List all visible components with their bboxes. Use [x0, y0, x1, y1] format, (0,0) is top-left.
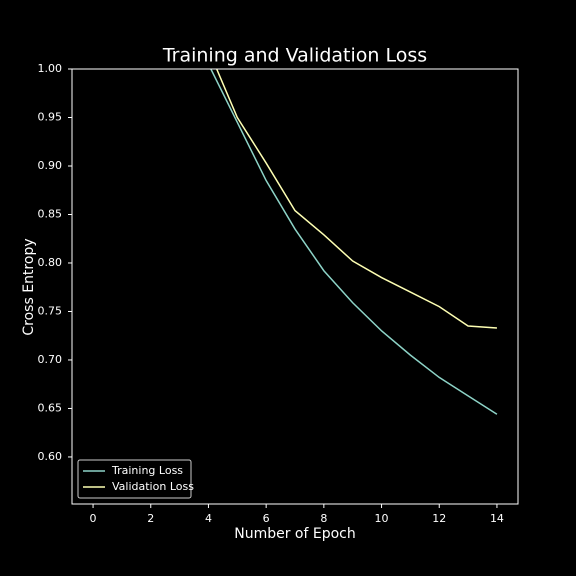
y-tick-label: 0.80 [38, 256, 63, 269]
legend-box [77, 459, 192, 499]
legend-label: Validation Loss [112, 480, 194, 493]
x-tick-label: 8 [320, 512, 327, 525]
y-tick-label: 0.70 [38, 353, 63, 366]
y-tick-label: 0.60 [38, 450, 63, 463]
y-tick-label: 0.85 [38, 207, 63, 220]
x-axis-label: Number of Epoch [234, 526, 356, 542]
x-tick-label: 4 [205, 512, 212, 525]
x-tick-label: 2 [147, 512, 154, 525]
x-tick-label: 14 [490, 512, 504, 525]
y-tick-label: 0.90 [38, 159, 63, 172]
y-tick-label: 0.75 [38, 304, 63, 317]
legend: Training Loss Validation Loss [77, 459, 194, 499]
legend-label: Training Loss [111, 464, 183, 477]
x-tick-label: 12 [432, 512, 446, 525]
y-tick-label: 0.95 [38, 110, 63, 123]
y-axis-label: Cross Entropy [21, 238, 37, 335]
line-series [215, 69, 497, 329]
y-tick-label: 0.65 [38, 401, 63, 414]
plot-frame [71, 68, 519, 505]
x-tick-label: 10 [375, 512, 389, 525]
line-series [210, 69, 498, 415]
x-tick-label: 0 [90, 512, 97, 525]
x-tick-label: 6 [263, 512, 270, 525]
y-tick-label: 1.00 [38, 62, 63, 75]
chart-title: Training and Validation Loss [162, 45, 427, 67]
plot-lines [210, 69, 498, 415]
